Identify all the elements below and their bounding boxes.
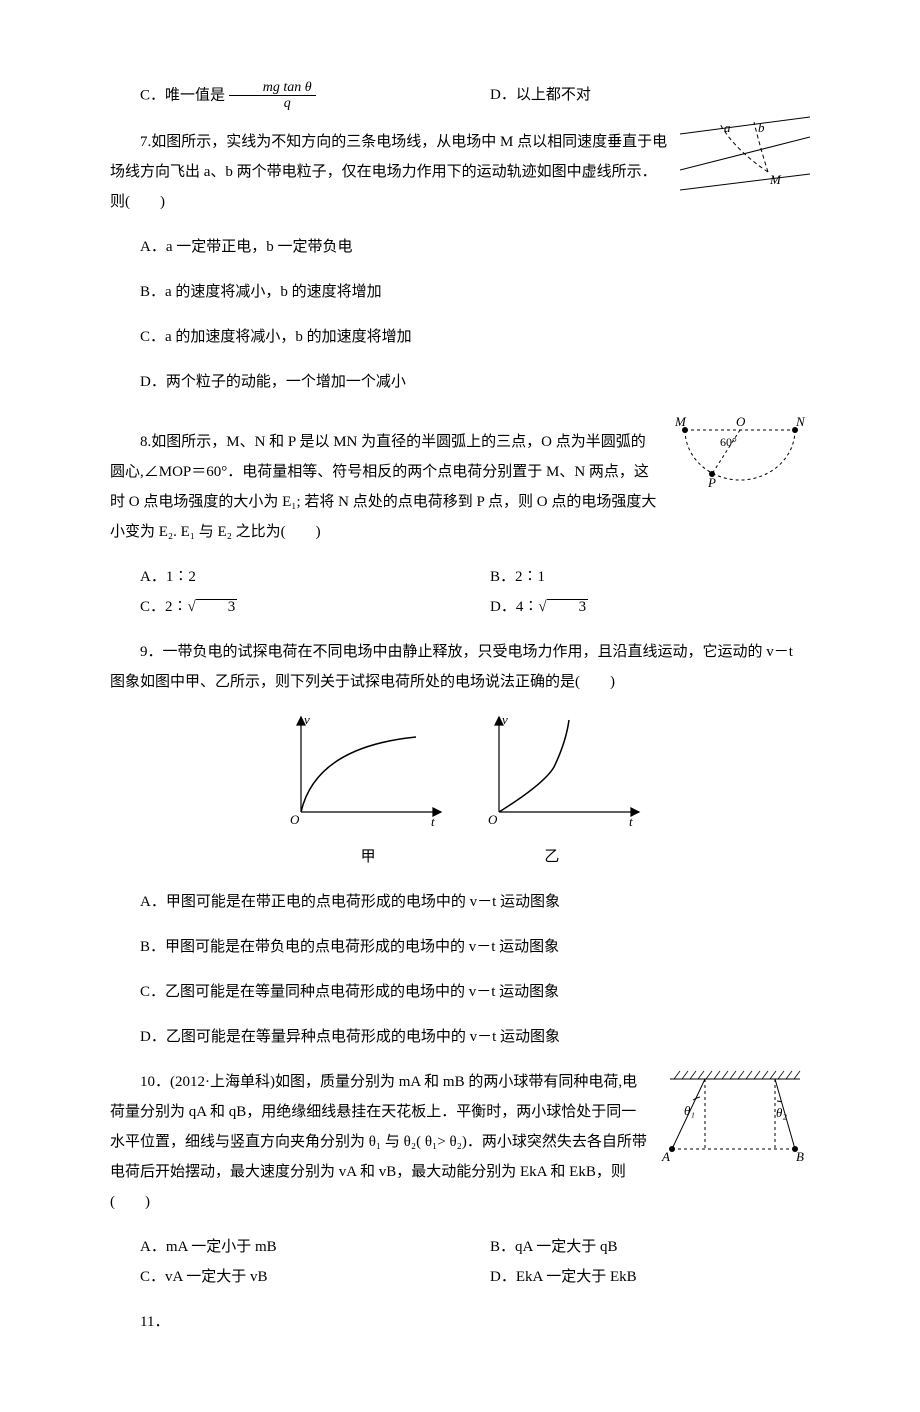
q10-optA: A．mA 一定小于 mB [110,1232,460,1262]
q6-option-d: D．以上都不对 [460,80,810,112]
q10-figure: A B θ₁ θ₂ [660,1067,810,1178]
q8-label-O: O [736,414,746,429]
q9-stem: 9．一带负电的试探电荷在不同电场中由静止释放，只受电场力作用，且沿直线运动，它运… [110,637,810,697]
q8-svg: M N O P 60° [670,412,810,487]
q10-svg: A B θ₁ θ₂ [660,1067,810,1167]
q9-1-v: v [304,712,310,727]
q6-optC-prefix: C．唯一值是 [140,87,225,103]
q7-optB: B．a 的速度将减小，b 的速度将增加 [110,277,810,307]
q9-1-O: O [290,812,300,827]
q8-optD: D．4∶√3 [460,592,810,622]
q8-option-row1: A．1∶2 B．2∶1 [110,562,810,592]
q8-label-M: M [674,414,687,429]
q7-optC: C．a 的加速度将减小，b 的加速度将增加 [110,322,810,352]
q8-label-angle: 60° [720,435,737,449]
q9-optB: B．甲图可能是在带负电的点电荷形成的电场中的 v－t 运动图象 [110,932,810,962]
q7-label-b: b [758,120,765,135]
q9-optA: A．甲图可能是在带正电的点电荷形成的电场中的 v－t 运动图象 [110,887,810,917]
q8-option-row2: C．2∶√3 D．4∶√3 [110,592,810,622]
q7-optA: A．a 一定带正电，b 一定带负电 [110,232,810,262]
q8-optD-rad: 3 [547,599,589,615]
q9-2-t: t [629,814,633,827]
q9-label2: 乙 [462,842,642,872]
q9-svg-1: v t O [276,712,446,827]
q10-option-row2: C．vA 一定大于 vB D．EkA 一定大于 EkB [110,1262,810,1292]
q10-optB: B．qA 一定大于 qB [460,1232,810,1262]
q10-option-row1: A．mA 一定小于 mB B．qA 一定大于 qB [110,1232,810,1262]
q9-svg-2: v t O [474,712,644,827]
q8-label-N: N [795,414,806,429]
q7-label-M: M [769,172,782,187]
q9-figures: v t O v t O [110,712,810,838]
q8-optB: B．2∶1 [460,562,810,592]
q8-label-P: P [707,475,716,487]
q9-2-v: v [502,712,508,727]
q7-label-a: a [724,120,731,135]
q10-label-A: A [661,1149,670,1164]
q10-optC: C．vA 一定大于 vB [110,1262,460,1292]
q10-optD: D．EkA 一定大于 EkB [460,1262,810,1292]
q6-optC-num: mg tan θ [263,80,312,95]
q8-optC-rad: 3 [196,599,238,615]
q6-option-c: C．唯一值是 mg tan θ q [110,80,460,112]
q9-label1: 甲 [278,842,458,872]
q10-label-t1: θ₁ [684,1103,695,1118]
q6-optC-den: q [284,96,291,111]
q6-optC-fraction: mg tan θ q [229,80,316,112]
q9-optD: D．乙图可能是在等量异种点电荷形成的电场中的 v－t 运动图象 [110,1022,810,1052]
q6-option-row: C．唯一值是 mg tan θ q D．以上都不对 [110,80,810,112]
q8-optD-prefix: D．4∶ [490,599,538,615]
q9-2-O: O [488,812,498,827]
q9-1-t: t [431,814,435,827]
q10-label-t2: θ₂ [776,1105,787,1120]
q7-figure: a b M [680,112,810,203]
q8-optC: C．2∶√3 [110,592,460,622]
q8-optA: A．1∶2 [110,562,460,592]
q8-optC-prefix: C．2∶ [140,599,188,615]
q9-optC: C．乙图可能是在等量同种点电荷形成的电场中的 v－t 运动图象 [110,977,810,1007]
q9-figure-labels: 甲 乙 [110,842,810,872]
q7-svg: a b M [680,112,810,192]
q10-label-B: B [796,1149,804,1164]
q11-label: 11． [110,1307,810,1337]
q7-optD: D．两个粒子的动能，一个增加一个减小 [110,367,810,397]
q8-figure: M N O P 60° [670,412,810,498]
